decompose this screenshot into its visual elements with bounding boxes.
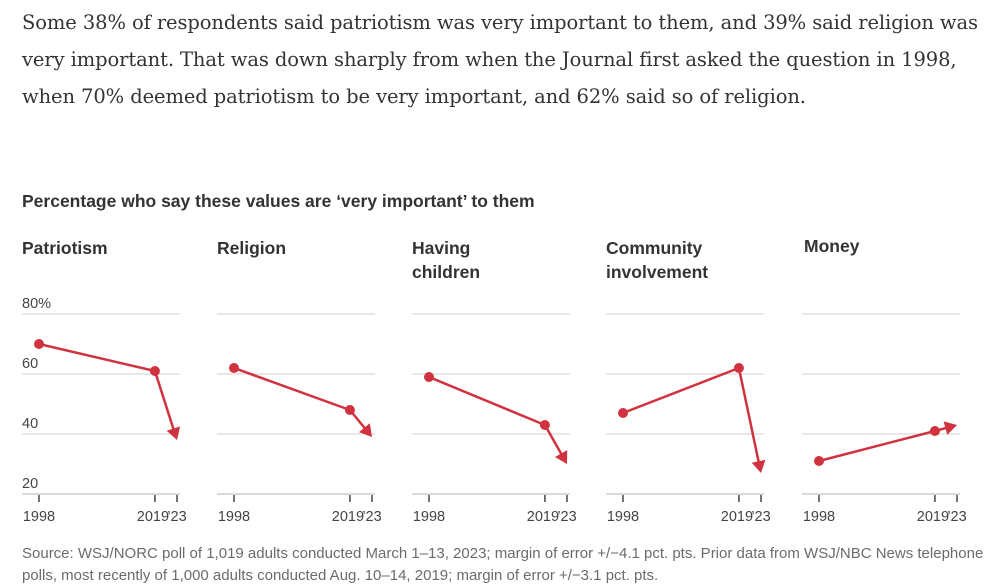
panel-title-line: Religion: [217, 238, 287, 258]
community-involvement-arrow-head-2023: [751, 459, 766, 473]
panel-title-religion: Religion: [217, 236, 387, 260]
chart-title: Percentage who say these values are ‘ver…: [22, 191, 535, 211]
having-children-point-2019: [539, 420, 550, 430]
money-point-2019: [929, 426, 940, 436]
x-tick-label: 1998: [607, 509, 639, 525]
panel-title-community-involvement: Community involvement: [606, 236, 776, 284]
x-tick-label: ’23: [947, 509, 966, 525]
having-children-arrow-segment: [543, 423, 563, 455]
panel-title-line: Money: [804, 236, 860, 256]
x-tick-label: 2019: [721, 509, 753, 525]
money-point-1998: [814, 456, 824, 466]
x-tick-label: 1998: [23, 509, 55, 525]
panel-title-line: Patriotism: [22, 238, 108, 258]
y-tick-label: 40: [22, 416, 38, 432]
x-tick-label: ’23: [167, 509, 186, 525]
having-children-line-segment: [427, 375, 547, 427]
x-tick-label: 1998: [413, 509, 445, 525]
panel-title-line: Having: [412, 238, 471, 258]
x-tick-label: 1998: [803, 509, 835, 525]
panel-title-line: children: [412, 262, 481, 282]
community-involvement-arrow-segment: [737, 366, 760, 463]
panel-title-having-children: Having children: [412, 236, 582, 284]
religion-point-1998: [229, 363, 239, 373]
community-involvement-point-2019: [733, 363, 744, 373]
source-note: Source: WSJ/NORC poll of 1,019 adults co…: [22, 545, 984, 584]
x-tick-label: ’23: [557, 509, 576, 525]
panel-title-line: Community: [606, 238, 703, 258]
x-tick-label: 2019: [137, 509, 169, 525]
community-involvement-point-1998: [618, 408, 628, 418]
panel-title-patriotism: Patriotism: [22, 236, 192, 260]
religion-point-2019: [344, 405, 355, 415]
x-tick-label: ’23: [751, 509, 770, 525]
patriotism-point-2019: [149, 366, 160, 376]
patriotism-point-1998: [34, 339, 44, 349]
money-line-segment: [817, 429, 937, 463]
x-tick-label: 2019: [332, 509, 364, 525]
panel-title-line: involvement: [606, 262, 709, 282]
money-arrow-head-2023: [943, 421, 957, 435]
patriotism-arrow-head-2023: [166, 426, 181, 440]
x-tick-label: 2019: [917, 509, 949, 525]
y-tick-label: 20: [22, 476, 38, 492]
article-paragraph: Some 38% of respondents said patriotism …: [22, 11, 978, 108]
x-tick-label: 1998: [218, 509, 250, 525]
y-tick-label: 60: [22, 356, 38, 372]
x-tick-label: ’23: [362, 509, 381, 525]
religion-arrow-head-2023: [358, 423, 372, 437]
religion-line-segment: [232, 366, 352, 412]
x-tick-label: 2019: [527, 509, 559, 525]
community-involvement-line-segment: [621, 366, 741, 415]
panel-title-money: Money: [804, 234, 974, 258]
y-tick-label: 80%: [22, 296, 51, 312]
patriotism-arrow-segment: [153, 369, 175, 430]
having-children-point-1998: [424, 372, 434, 382]
having-children-arrow-head-2023: [554, 450, 568, 464]
patriotism-line-segment: [37, 342, 157, 373]
